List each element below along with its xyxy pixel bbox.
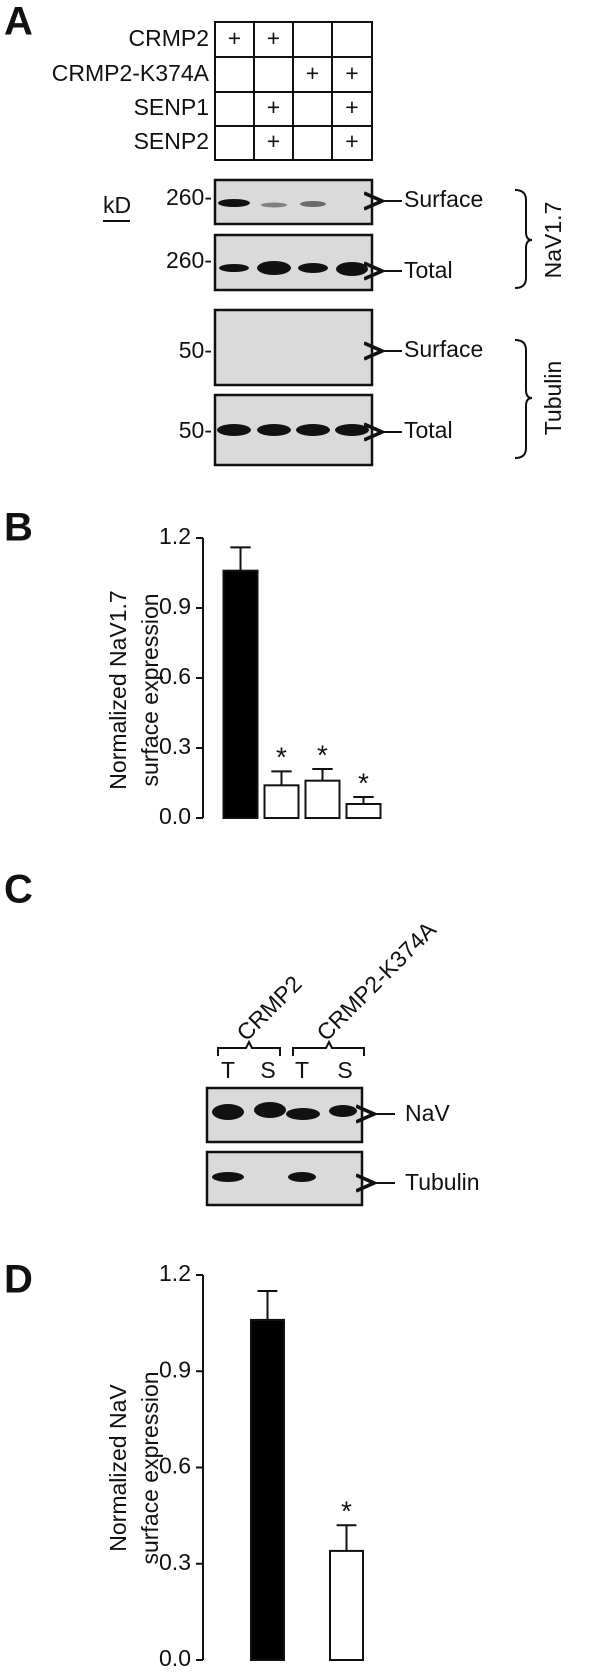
panel-label: D (4, 1258, 33, 1302)
blot (213, 308, 374, 387)
condition-labels: CRMP2 + + CRMP2-K374A + + SENP1 + + SENP2 + + (52, 25, 359, 154)
condition-mark: + (306, 60, 319, 86)
group-label: NaV1.7 (540, 202, 566, 279)
bracket (514, 339, 533, 459)
band (219, 264, 249, 272)
condition-mark: + (228, 25, 241, 51)
band (257, 424, 291, 436)
bracket (292, 1039, 365, 1056)
band (217, 424, 251, 436)
blot-label: Tubulin (405, 1169, 480, 1195)
band (218, 199, 250, 207)
bar (250, 1318, 285, 1661)
y-tick-label: 0.0 (159, 803, 191, 829)
lane-label: S (337, 1057, 352, 1083)
significance-mark: * (317, 739, 328, 770)
row-label: CRMP2-K374A (52, 60, 210, 86)
blot-label: Total (404, 257, 453, 283)
bar (263, 784, 300, 819)
condition-grid (214, 21, 373, 161)
panel-label: A (4, 0, 33, 44)
y-tick-label: 0.0 (159, 1645, 191, 1671)
blot (213, 233, 374, 292)
group-label: CRMP2-K374A (311, 916, 441, 1046)
bar (345, 803, 382, 819)
y-tick-label: 0.3 (159, 733, 191, 759)
y-tick-label: 0.6 (159, 1453, 191, 1479)
band (212, 1104, 244, 1120)
blot-label: Surface (404, 336, 483, 362)
bracket (217, 1039, 281, 1056)
condition-mark: + (345, 60, 358, 86)
condition-mark: + (345, 94, 358, 120)
lane-label: S (260, 1057, 275, 1083)
band (286, 1108, 320, 1120)
condition-mark: + (267, 25, 280, 51)
blot-label: Total (404, 417, 453, 443)
bar (329, 1549, 364, 1661)
row-label: CRMP2 (128, 25, 209, 51)
band (300, 201, 326, 207)
lane-label: T (221, 1057, 235, 1083)
row-label: SENP1 (134, 94, 209, 120)
mw-marker: 50- (179, 417, 212, 443)
group-label: Tubulin (540, 361, 566, 436)
condition-mark: + (267, 128, 280, 154)
band (335, 424, 369, 436)
band (257, 261, 291, 275)
y-tick-label: 0.6 (159, 663, 191, 689)
y-tick-label: 1.2 (159, 523, 191, 549)
y-tick-label: 0.9 (159, 1356, 191, 1382)
band (288, 1172, 316, 1182)
condition-mark: + (267, 94, 280, 120)
blot-label: Surface (404, 186, 483, 212)
significance-mark: * (358, 767, 369, 798)
panel-label: C (4, 868, 33, 912)
blot-label: NaV (405, 1100, 450, 1126)
band (261, 202, 287, 208)
bar (304, 779, 341, 820)
y-axis-label: surface expression (137, 1371, 163, 1564)
bar (222, 569, 259, 820)
condition-mark: + (345, 128, 358, 154)
lane-label: T (295, 1057, 309, 1083)
group-label: CRMP2 (231, 971, 306, 1046)
mw-marker: 260- (166, 247, 212, 273)
panel-label: B (4, 506, 33, 550)
row-label: SENP2 (134, 128, 209, 154)
band (296, 424, 330, 436)
y-axis-label: Normalized NaV (105, 1384, 131, 1552)
y-axis-label: Normalized NaV1.7 (105, 590, 131, 789)
y-axis-label: surface expression (137, 593, 163, 786)
significance-mark: * (341, 1496, 352, 1527)
y-tick-label: 1.2 (159, 1260, 191, 1286)
band (254, 1102, 286, 1118)
y-tick-label: 0.3 (159, 1549, 191, 1575)
significance-mark: * (276, 742, 287, 773)
kd-unit: kD (103, 192, 131, 218)
bracket (514, 189, 533, 289)
y-tick-label: 0.9 (159, 593, 191, 619)
band (298, 263, 328, 273)
mw-marker: 260- (166, 184, 212, 210)
band (336, 262, 368, 276)
band (212, 1172, 244, 1182)
band (329, 1105, 357, 1117)
mw-marker: 50- (179, 337, 212, 363)
